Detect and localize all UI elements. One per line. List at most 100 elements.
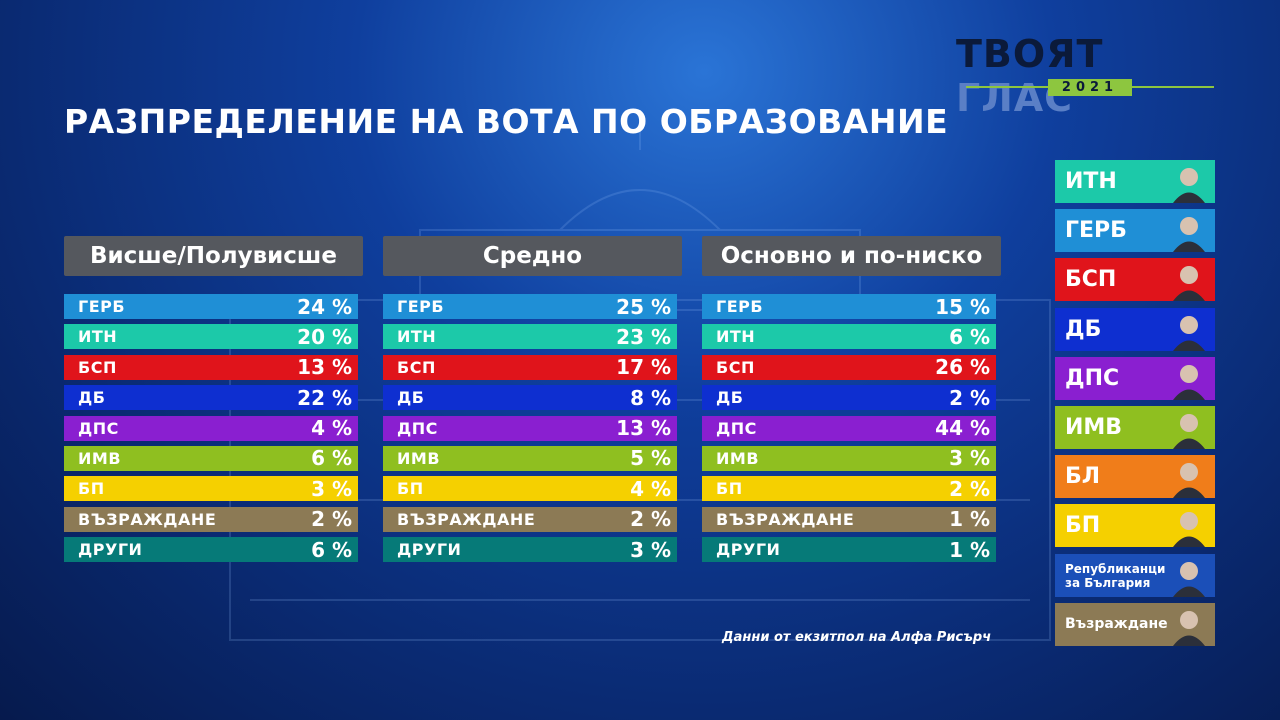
vote-share-value: 22 % bbox=[297, 385, 352, 410]
party-name: ВЪЗРАЖДАНЕ bbox=[78, 509, 217, 529]
vote-share-value: 2 % bbox=[949, 476, 990, 501]
table-row: ГЕРБ 24 % bbox=[64, 294, 358, 319]
vote-share-value: 3 % bbox=[949, 446, 990, 471]
party-name: ДБ bbox=[397, 388, 425, 408]
vote-share-value: 6 % bbox=[949, 324, 990, 349]
legend-item: ДБ bbox=[1055, 307, 1215, 351]
table-row: ИМВ 6 % bbox=[64, 445, 358, 471]
portrait-icon bbox=[1173, 217, 1205, 253]
vote-share-value: 13 % bbox=[297, 355, 352, 380]
table-row: ДПС 4 % bbox=[64, 415, 358, 441]
legend-item: ИМВ bbox=[1055, 405, 1215, 449]
legend-label: БСП bbox=[1065, 267, 1117, 293]
portrait-icon bbox=[1173, 561, 1205, 597]
portrait-icon bbox=[1173, 168, 1205, 203]
vote-share-value: 1 % bbox=[949, 507, 990, 532]
table-row: ДПС 13 % bbox=[383, 415, 677, 441]
vote-share-value: 3 % bbox=[311, 476, 352, 501]
portrait-icon bbox=[1173, 364, 1205, 400]
party-name: ДРУГИ bbox=[78, 540, 143, 560]
legend-label: ДПС bbox=[1065, 365, 1120, 391]
legend-label: ИТН bbox=[1065, 169, 1117, 194]
vote-share-value: 17 % bbox=[616, 355, 671, 380]
vote-share-value: 6 % bbox=[311, 446, 352, 471]
vote-share-value: 26 % bbox=[935, 355, 990, 380]
legend-item: БЛ bbox=[1055, 455, 1215, 499]
table-row: БП 2 % bbox=[702, 476, 996, 502]
table-row: ГЕРБ 25 % bbox=[383, 294, 677, 319]
legend-label: Възраждане bbox=[1065, 615, 1168, 632]
party-legend: ИТН ГЕРБ БСП ДБ ДПС ИМВ БЛ БП Републиканци за Бъ… bbox=[1055, 160, 1215, 652]
vote-share-value: 20 % bbox=[297, 324, 352, 349]
party-name: ИТН bbox=[78, 327, 118, 347]
table-row: ДПС 44 % bbox=[702, 415, 996, 441]
column-header: Основно и по-ниско bbox=[702, 236, 1001, 276]
table-row: БСП 13 % bbox=[64, 354, 358, 380]
table-row: ДБ 22 % bbox=[64, 385, 358, 411]
party-name: ДПС bbox=[78, 418, 119, 438]
column-header: Висше/Полувисше bbox=[64, 236, 363, 276]
table-row: ИТН 20 % bbox=[64, 324, 358, 350]
table-row: ДБ 2 % bbox=[702, 385, 996, 411]
legend-label: Републиканци за България bbox=[1065, 561, 1166, 590]
vote-share-value: 15 % bbox=[935, 294, 990, 319]
party-name: ИТН bbox=[397, 327, 437, 347]
legend-item: Републиканци за България bbox=[1055, 553, 1215, 597]
table-row: БП 4 % bbox=[383, 476, 677, 502]
table-row: ДБ 8 % bbox=[383, 385, 677, 411]
party-name: ДПС bbox=[716, 418, 757, 438]
table-row: ГЕРБ 15 % bbox=[702, 294, 996, 319]
portrait-icon bbox=[1173, 315, 1205, 351]
show-logo: ТВОЯТ ГЛАС 2021 bbox=[956, 32, 1226, 120]
portrait-icon bbox=[1173, 610, 1205, 646]
party-name: ИМВ bbox=[397, 448, 441, 468]
party-name: ДБ bbox=[716, 388, 744, 408]
party-name: БСП bbox=[78, 357, 117, 377]
legend-item: Възраждане bbox=[1055, 602, 1215, 646]
legend-label: БП bbox=[1065, 513, 1101, 539]
party-name: БП bbox=[397, 479, 424, 499]
vote-share-value: 5 % bbox=[630, 446, 671, 471]
party-name: ДБ bbox=[78, 388, 106, 408]
table-row: ДРУГИ 3 % bbox=[383, 537, 677, 563]
table-row: БП 3 % bbox=[64, 476, 358, 502]
source-note: Данни от екзитпол на Алфа Рисърч bbox=[722, 630, 992, 645]
table-row: ВЪЗРАЖДАНЕ 2 % bbox=[64, 506, 358, 532]
column-table: ГЕРБ 24 % ИТН 20 % БСП 13 % ДБ 22 % ДПС 4 % ИМВ 6 %… bbox=[64, 294, 358, 568]
party-name: ГЕРБ bbox=[78, 297, 126, 316]
vote-share-value: 13 % bbox=[616, 416, 671, 441]
table-row: ИТН 23 % bbox=[383, 324, 677, 350]
party-name: ИМВ bbox=[716, 448, 760, 468]
vote-share-value: 23 % bbox=[616, 324, 671, 349]
table-row: ИТН 6 % bbox=[702, 324, 996, 350]
portrait-icon bbox=[1173, 413, 1205, 449]
party-name: ВЪЗРАЖДАНЕ bbox=[397, 509, 536, 529]
logo-year: 2021 bbox=[1048, 79, 1132, 96]
column-header: Средно bbox=[383, 236, 682, 276]
party-name: ДРУГИ bbox=[397, 540, 462, 560]
column-table: ГЕРБ 25 % ИТН 23 % БСП 17 % ДБ 8 % ДПС 13 % ИМВ 5 %… bbox=[383, 294, 677, 568]
party-name: БП bbox=[716, 479, 743, 499]
vote-share-value: 3 % bbox=[630, 537, 671, 562]
table-row: ВЪЗРАЖДАНЕ 2 % bbox=[383, 506, 677, 532]
table-row: БСП 26 % bbox=[702, 354, 996, 380]
vote-share-value: 4 % bbox=[630, 476, 671, 501]
vote-share-value: 8 % bbox=[630, 385, 671, 410]
legend-label: БЛ bbox=[1065, 464, 1101, 490]
party-name: БП bbox=[78, 479, 105, 499]
table-row: ИМВ 5 % bbox=[383, 445, 677, 471]
table-row: ДРУГИ 6 % bbox=[64, 537, 358, 563]
party-name: БСП bbox=[397, 357, 436, 377]
party-name: ГЕРБ bbox=[716, 297, 764, 316]
party-name: БСП bbox=[716, 357, 755, 377]
legend-item: ГЕРБ bbox=[1055, 209, 1215, 253]
portrait-icon bbox=[1173, 463, 1205, 499]
vote-share-value: 2 % bbox=[949, 385, 990, 410]
vote-share-value: 2 % bbox=[311, 507, 352, 532]
party-name: ДРУГИ bbox=[716, 540, 781, 560]
legend-label: ДБ bbox=[1065, 316, 1102, 342]
legend-item: БСП bbox=[1055, 258, 1215, 302]
legend-item: ДПС bbox=[1055, 356, 1215, 400]
portrait-icon bbox=[1173, 266, 1205, 302]
legend-item: ИТН bbox=[1055, 160, 1215, 203]
